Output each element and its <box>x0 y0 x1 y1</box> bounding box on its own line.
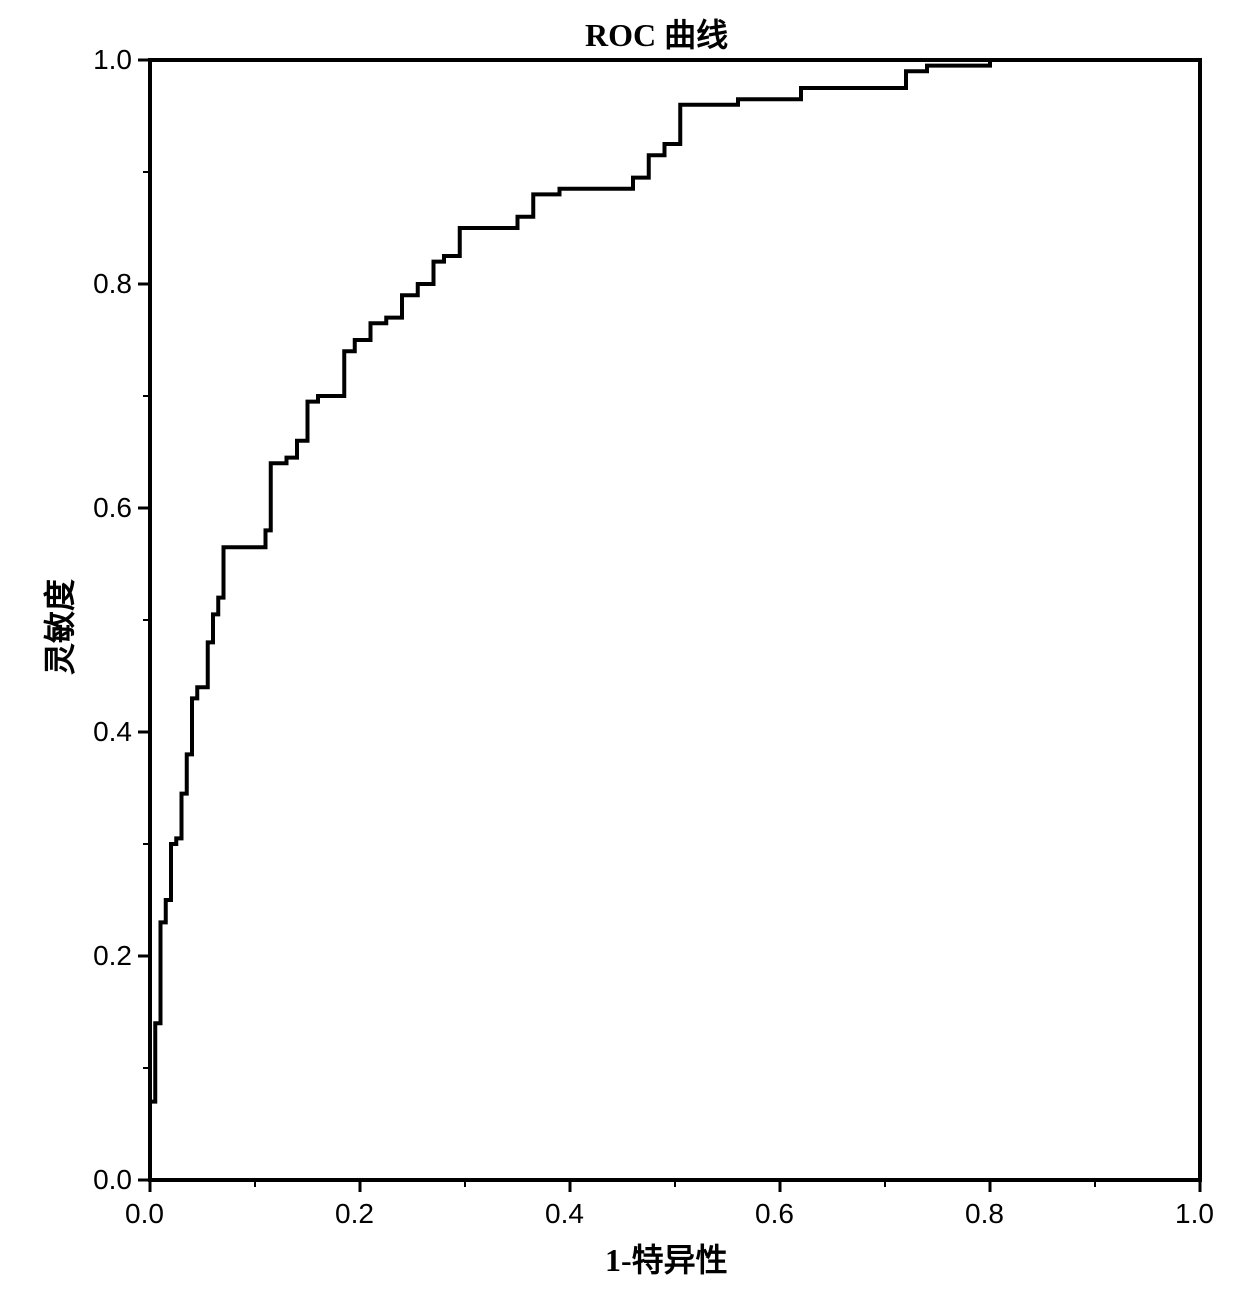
x-tick-label: 1.0 <box>1175 1198 1214 1230</box>
x-tick-label: 0.4 <box>545 1198 584 1230</box>
y-tick-label: 0.4 <box>93 716 132 748</box>
y-tick-label: 0.0 <box>93 1164 132 1196</box>
x-tick-label: 0.0 <box>125 1198 164 1230</box>
x-tick-label: 0.6 <box>755 1198 794 1230</box>
chart-container: 0.0 0.2 0.4 0.6 0.8 1.0 0.0 0.2 0.4 0.6 0.8 1.0 ROC … <box>0 0 1240 1300</box>
y-tick-label: 1.0 <box>93 44 132 76</box>
y-axis-label: 灵敏度 <box>35 579 81 675</box>
x-axis-label: 1-特异性 <box>605 1235 728 1281</box>
x-tick-label: 0.8 <box>965 1198 1004 1230</box>
roc-chart-svg <box>0 0 1240 1300</box>
y-tick-label: 0.6 <box>93 492 132 524</box>
y-tick-label: 0.2 <box>93 940 132 972</box>
chart-title: ROC 曲线 <box>585 10 728 56</box>
x-tick-label: 0.2 <box>335 1198 374 1230</box>
y-tick-label: 0.8 <box>93 268 132 300</box>
